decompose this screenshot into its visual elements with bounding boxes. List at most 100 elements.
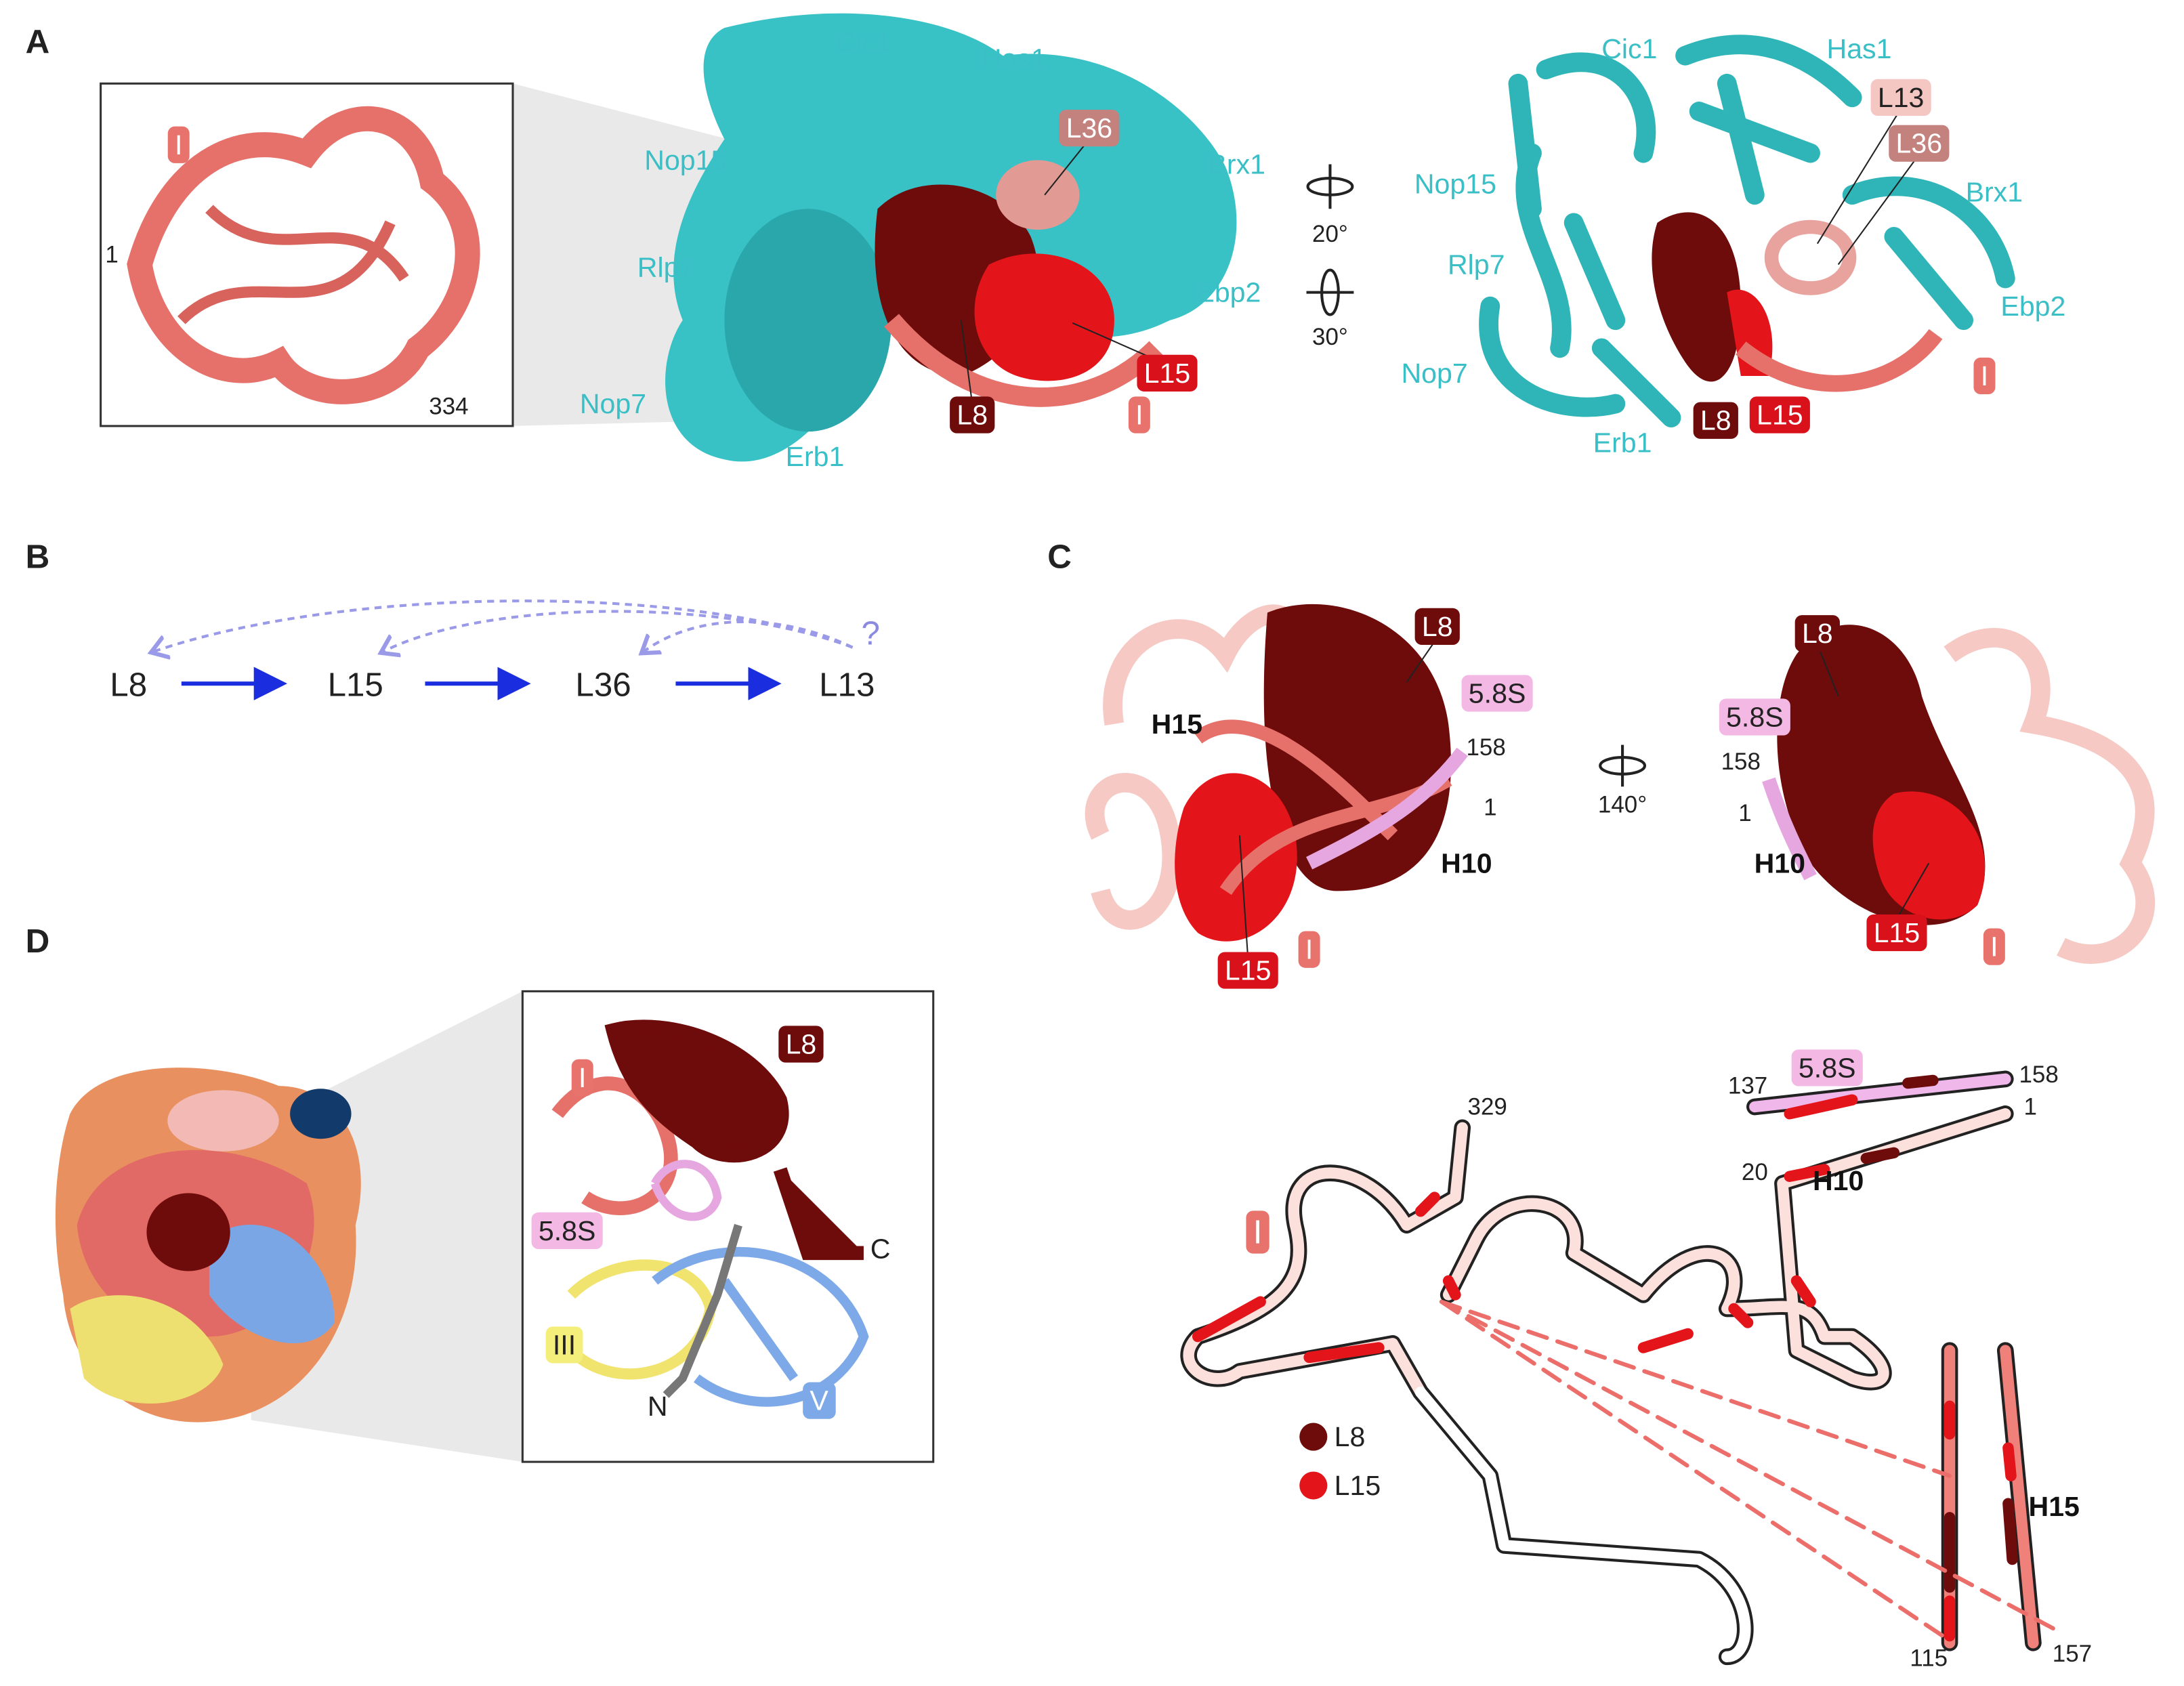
helix-label: H15 (1152, 709, 1202, 740)
particle-domain (290, 1089, 352, 1139)
label-box (1794, 615, 1840, 652)
l8-cartoon (604, 1019, 864, 1261)
rrna-label: 5.8S (539, 1215, 596, 1246)
helix-label: H10 (1813, 1165, 1864, 1196)
helix-label: H10 (1441, 847, 1492, 879)
rp-label: L8 (957, 399, 988, 430)
domain-label: V (810, 1385, 828, 1416)
uncertain-links (154, 599, 854, 652)
label-box (571, 1059, 593, 1096)
protein-label: Nop7 (1401, 358, 1467, 389)
protein-label: Has1 (982, 43, 1047, 74)
protein-label: Erb1 (786, 441, 845, 472)
backbone-5-8s (1749, 1073, 2011, 1113)
rotation-icon (1306, 164, 1354, 316)
nt-label: 1 (1738, 800, 1751, 826)
label-box (1791, 1049, 1863, 1087)
protein-label: Brx1 (1209, 149, 1266, 180)
panel-d: D L8 I 5.8S C III N V (26, 923, 935, 1463)
domain-label: I (175, 129, 182, 161)
protein-label: Nop15 (644, 144, 726, 175)
protein-label: Ebp2 (1196, 277, 1261, 308)
nt-label: 115 (1910, 1645, 1948, 1671)
legend-swatch (1299, 1422, 1328, 1451)
protein-cartoon (1479, 35, 2015, 427)
rp-label: L15 (1225, 955, 1272, 986)
rrna-5-8s (1306, 747, 1468, 870)
rrna-5-8s (650, 1160, 722, 1221)
terminus-label: C (870, 1234, 891, 1265)
label-box (803, 1382, 836, 1419)
rrna-label: 5.8S (1799, 1052, 1856, 1083)
rrna-label: 5.8S (1726, 701, 1784, 732)
l8-surface (1263, 604, 1452, 891)
domain-label: I (1253, 1213, 1263, 1250)
order-label: L15 (328, 667, 383, 704)
protein-surface (724, 209, 892, 432)
nt-label: 158 (1467, 734, 1506, 761)
arrow (1306, 177, 1354, 196)
rp-label: L13 (1878, 82, 1925, 113)
rotation-label: 20° (1312, 221, 1348, 247)
domain-label: III (553, 1329, 576, 1360)
protein-label: Nop15 (1414, 168, 1496, 199)
contact (1192, 1094, 2017, 1642)
panel-letter: B (26, 539, 50, 576)
l15-surface (1872, 791, 1986, 920)
leader-line (1406, 637, 1438, 683)
panel-a: A I 1 334 Cic1 Has1 Nop15 Rlp7 Nop7 Erb1… (26, 13, 2065, 472)
protein-label: Cic1 (1601, 33, 1657, 64)
nt-label: 329 (1468, 1093, 1507, 1120)
question-mark: ? (861, 615, 879, 652)
panel-letter: C (1047, 539, 1072, 576)
label-box (1298, 931, 1320, 968)
rp-label: L36 (1896, 128, 1943, 159)
rotation-label: 140° (1598, 791, 1647, 818)
label-box (1128, 396, 1150, 434)
l13-cartoon (1764, 219, 1857, 295)
dashed-arrow (154, 599, 854, 652)
rna-helix (177, 205, 409, 324)
panel-b: B L8 L15 L36 L13 ? (26, 539, 880, 704)
nt-label: 20 (1742, 1159, 1768, 1185)
protein-label: Brx1 (1966, 177, 2023, 208)
legend-label: L8 (1335, 1421, 1366, 1452)
terminus-label: N (648, 1391, 668, 1422)
l15-surface (974, 253, 1114, 381)
nt-label: 1 (105, 242, 118, 268)
label-box (1217, 952, 1278, 989)
protein-label: Ebp2 (2000, 291, 2065, 322)
helix-label: H15 (2029, 1491, 2080, 1522)
rp-label: L8 (1802, 618, 1833, 649)
label-box (1983, 928, 2005, 965)
legend-label: L15 (1335, 1470, 1381, 1501)
rp-label: L8 (1422, 611, 1453, 642)
label-box (1866, 914, 1927, 952)
arrow (1599, 756, 1647, 776)
protein-label: Rlp7 (637, 252, 695, 283)
rp-label: L8 (1700, 405, 1731, 436)
label-box (950, 396, 995, 434)
nt-label: 334 (429, 394, 468, 420)
label-box (531, 1212, 603, 1250)
domain-label: I (579, 1062, 586, 1093)
contact (1860, 1074, 2018, 1593)
dashed-arrow (644, 620, 854, 652)
rp-label: L15 (1757, 399, 1803, 430)
label-box (1749, 396, 1810, 434)
helix (1591, 35, 2015, 427)
leader-line (1816, 644, 1839, 697)
label-box (1246, 1210, 1269, 1254)
panel-letter: A (26, 23, 50, 60)
legend-swatch (1299, 1471, 1328, 1500)
leader-line (1896, 862, 1930, 920)
label-box (1870, 79, 1931, 116)
panel-c: C L8 5.8S H15 158 1 H10 L15 I 140° L8 5.… (1047, 539, 2156, 1671)
backbone (1414, 1387, 1751, 1663)
label-box (545, 1326, 583, 1364)
rna-domain (1944, 628, 2156, 964)
protein-label: Cic1 (836, 26, 891, 58)
l8-surface (146, 1193, 230, 1271)
